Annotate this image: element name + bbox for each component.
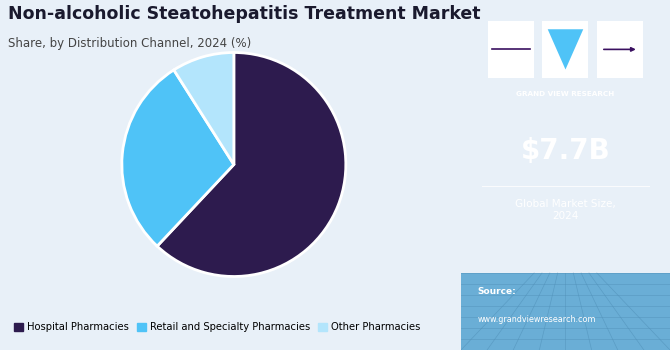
- Text: Global Market Size,
2024: Global Market Size, 2024: [515, 199, 616, 221]
- Text: Source:: Source:: [478, 287, 517, 296]
- Text: $7.7B: $7.7B: [521, 136, 610, 164]
- Wedge shape: [174, 52, 234, 164]
- Bar: [597, 21, 643, 78]
- Legend: Hospital Pharmacies, Retail and Specialty Pharmacies, Other Pharmacies: Hospital Pharmacies, Retail and Specialt…: [14, 322, 421, 332]
- Bar: [488, 21, 534, 78]
- Bar: [461, 273, 670, 350]
- Text: www.grandviewresearch.com: www.grandviewresearch.com: [478, 315, 596, 324]
- Wedge shape: [122, 70, 234, 246]
- Text: Non-alcoholic Steatohepatitis Treatment Market: Non-alcoholic Steatohepatitis Treatment …: [8, 5, 480, 23]
- Bar: [543, 21, 588, 78]
- Text: GRAND VIEW RESEARCH: GRAND VIEW RESEARCH: [517, 91, 614, 97]
- Text: Share, by Distribution Channel, 2024 (%): Share, by Distribution Channel, 2024 (%): [8, 37, 251, 50]
- Wedge shape: [157, 52, 346, 276]
- Polygon shape: [547, 29, 584, 70]
